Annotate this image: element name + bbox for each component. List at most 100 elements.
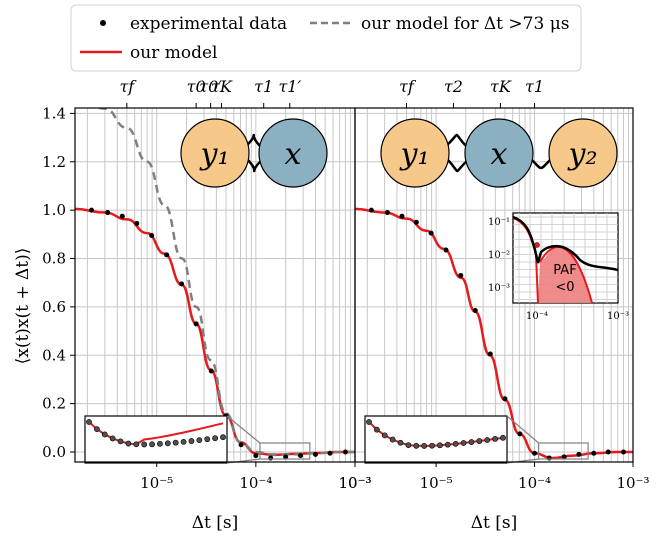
series-group [355,207,633,461]
network-node-label-x: x [285,137,302,172]
log-inset-y-tick-label: 10⁻¹ [488,217,510,228]
zoom-data-point [204,436,211,443]
log-inset-y-tick-label: 10⁻² [488,250,510,261]
network-node-label-y2: y₂ [567,137,598,172]
y-axis-label: ⟨x(t)x(t + Δt)⟩ [13,248,33,365]
zoom-data-point [188,438,195,444]
network-node-y1 [180,118,250,188]
zoom-data-point [405,442,412,449]
zoom-data-point [468,439,475,445]
paf-annotation: PAF [553,263,576,278]
top-tick-label: τK [490,77,512,96]
data-point [472,308,478,314]
legend-label-model-late: our model for Δt >73 μs [361,14,569,34]
zoom-data-point [397,439,404,446]
network-node-x [464,118,534,188]
zoom-data-point [460,440,467,446]
y-tick-label: 0.4 [42,346,66,364]
zoom-data-point [421,443,428,449]
zoom-data-point [141,441,148,448]
zoom-inset [84,415,311,464]
data-point [327,450,333,456]
x-tick-label: 10⁻⁵ [140,474,173,492]
data-point [313,451,319,457]
y-tick-label: 0.8 [42,250,66,268]
top-tick-label: τ0 [187,77,206,96]
panel-right: y₁ x y₂ 10⁻⁵ 10⁻⁴ 10⁻³ 10⁻³ Δt [s] τf τ2 τK τ1 PAF <0… [338,77,649,533]
top-tick-label: τ1 [254,77,273,96]
zoom-data-point [93,426,100,433]
network-node-x [258,118,328,188]
top-tick-label: τf [399,77,417,96]
zoom-data-point [500,434,506,441]
zoom-inset [364,415,589,464]
top-tick-label: τ1 [525,77,544,96]
x-tick-label: 10⁻³ [338,474,371,492]
network-diagram: y₁ x y₂ [380,118,618,188]
zoom-data-point [86,419,92,425]
data-point [297,453,303,459]
zoom-data-point [125,440,132,447]
top-tick-label: τ2 [444,77,463,96]
log-inset-point [534,242,540,248]
network-node-label-y1: y₁ [199,137,230,172]
top-tick-label: τ0′ [199,77,222,96]
legend-frame [70,4,582,72]
network-node-y1 [380,118,450,188]
zoom-data-point [484,437,491,443]
data-point [428,230,434,236]
data-point [517,431,523,437]
data-point [119,213,125,219]
data-point [193,321,199,327]
y-tick-label: 1.0 [42,201,66,219]
y-tick-label: 0.2 [42,395,66,413]
data-point [399,213,405,219]
legend: experimental data our model for Δt >73 μ… [70,4,582,72]
data-point [238,442,244,448]
axes-frame [354,107,634,463]
data-point [179,281,185,287]
data-point [342,449,348,455]
data-point [591,450,597,456]
zoom-data-point [180,438,187,445]
data-point [268,455,274,461]
network-diagram: y₁ x [180,118,328,188]
zoom-inset-frame [84,415,228,464]
y-tick-label: 0.0 [42,443,66,461]
zoom-data-point [413,442,420,449]
legend-label-data: experimental data [130,14,287,34]
data-point [605,449,611,455]
zoom-data-point [381,432,388,439]
zoom-data-point [389,436,396,443]
zoom-data-point [109,435,116,442]
x-axis-label: Δt [s] [192,513,239,533]
data-point [253,453,259,459]
series-line-model-late [95,108,355,456]
log-inset-x-tick-label: 10⁻⁴ [526,311,548,322]
zoom-data-point [133,441,140,448]
data-point [88,207,94,213]
network-node-label-x: x [491,137,508,172]
x-tick-label: 10⁻³ [338,474,371,492]
zoom-data-point [452,440,459,447]
zoom-data-point [101,431,108,438]
y-tick-label: 1.2 [42,153,66,171]
network-arrow [530,158,552,170]
data-point [561,454,567,460]
data-point [620,449,626,455]
zoom-data-point [172,439,179,446]
network-node-label-y1: y₁ [399,137,430,172]
legend-label-model: our model [130,43,217,63]
data-point [458,272,464,278]
top-tick-label: τ1′ [278,77,301,96]
data-point [487,351,493,357]
zoom-connector [506,415,540,444]
zoom-data-point [492,436,499,442]
x-tick-label: 10⁻⁴ [239,474,272,492]
data-point [105,210,111,216]
data-point [134,220,140,226]
zoom-data-point [149,441,155,448]
zoom-data-point [220,434,226,441]
zoom-inset-frame [364,415,508,464]
